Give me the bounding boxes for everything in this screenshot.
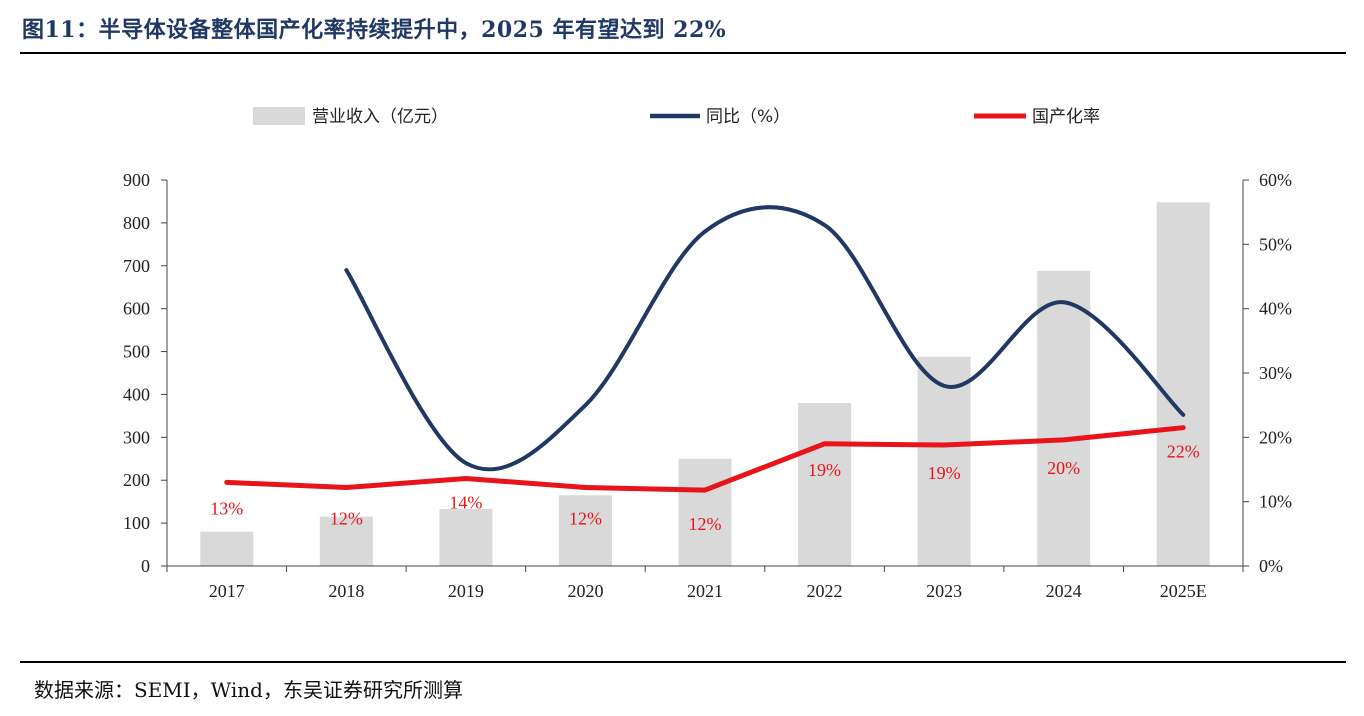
x-tick-label-2025E: 2025E xyxy=(1160,581,1207,601)
top-rule xyxy=(20,52,1346,54)
axes: 0 100 200 300 400 500 600 700 800 900 0% 10% 20% 30% 4… xyxy=(123,170,1292,601)
y-right-tick-label: 60% xyxy=(1259,170,1292,190)
y-left-tick-label: 500 xyxy=(123,342,150,362)
x-tick-label-2022: 2022 xyxy=(807,581,843,601)
y-right-tick-label: 50% xyxy=(1259,234,1292,254)
data-label-2021: 12% xyxy=(689,514,722,534)
y-left-tick-label: 200 xyxy=(123,470,150,490)
data-label-2017: 13% xyxy=(210,498,243,518)
x-tick-label-2018: 2018 xyxy=(328,581,364,601)
y-left-tick-label: 100 xyxy=(123,513,150,533)
bar-2025E xyxy=(1156,202,1210,566)
bottom-rule xyxy=(20,661,1346,663)
y-right-tick-label: 40% xyxy=(1259,299,1292,319)
bar-2021 xyxy=(678,458,732,566)
y-left-tick-label: 400 xyxy=(123,384,150,404)
y-left-tick-label: 300 xyxy=(123,427,150,447)
y-right-tick-label: 0% xyxy=(1259,556,1283,576)
legend-label-localization: 国产化率 xyxy=(1032,107,1100,127)
line-series xyxy=(224,205,1186,493)
legend-label-revenue: 营业收入（亿元） xyxy=(312,107,448,127)
source-note: 数据来源：SEMI，Wind，东吴证券研究所测算 xyxy=(34,678,463,702)
data-label-2019: 14% xyxy=(449,493,482,513)
data-label-2023: 19% xyxy=(928,463,961,483)
figure-title: 图11：半导体设备整体国产化率持续提升中，2025 年有望达到 22% xyxy=(22,17,727,43)
data-label-2025E: 22% xyxy=(1167,442,1200,462)
bar-2018 xyxy=(319,516,373,566)
bar-2017 xyxy=(200,531,254,566)
y-left-tick-label: 800 xyxy=(123,213,150,233)
legend-swatch-revenue xyxy=(253,107,305,125)
y-right-tick-label: 30% xyxy=(1259,363,1292,383)
data-labels: 13% 12% 14% 12% 12% 19% 19% 20% 22% xyxy=(210,442,1199,534)
y-left-tick-label: 600 xyxy=(123,299,150,319)
localization-rate-line xyxy=(224,425,1186,493)
y-right-tick-label: 20% xyxy=(1259,427,1292,447)
bar-2022 xyxy=(798,403,852,566)
legend: 营业收入（亿元） 同比（%） 国产化率 xyxy=(253,107,1100,127)
bar-2020 xyxy=(558,495,612,566)
data-label-2018: 12% xyxy=(330,509,363,529)
y-right-tick-label: 10% xyxy=(1259,492,1292,512)
data-label-2022: 19% xyxy=(808,460,841,480)
y-left-tick-label: 700 xyxy=(123,256,150,276)
yoy-line xyxy=(344,205,1186,472)
x-tick-label-2017: 2017 xyxy=(209,581,245,601)
bar-2024 xyxy=(1037,270,1091,566)
x-tick-label-2020: 2020 xyxy=(567,581,603,601)
bar-2019 xyxy=(439,508,493,566)
x-tick-label-2023: 2023 xyxy=(926,581,962,601)
chart: 营业收入（亿元） 同比（%） 国产化率 0 100 200 300 400 500 600 700… xyxy=(123,107,1292,601)
y-left-tick-label: 900 xyxy=(123,170,150,190)
bar-series xyxy=(200,202,1210,566)
legend-label-yoy: 同比（%） xyxy=(706,107,790,127)
data-label-2020: 12% xyxy=(569,509,602,529)
x-tick-label-2021: 2021 xyxy=(687,581,723,601)
y-left-tick-label: 0 xyxy=(141,556,150,576)
x-tick-label-2019: 2019 xyxy=(448,581,484,601)
bar-2023 xyxy=(917,356,971,566)
data-label-2024: 20% xyxy=(1047,458,1080,478)
x-tick-label-2024: 2024 xyxy=(1046,581,1082,601)
